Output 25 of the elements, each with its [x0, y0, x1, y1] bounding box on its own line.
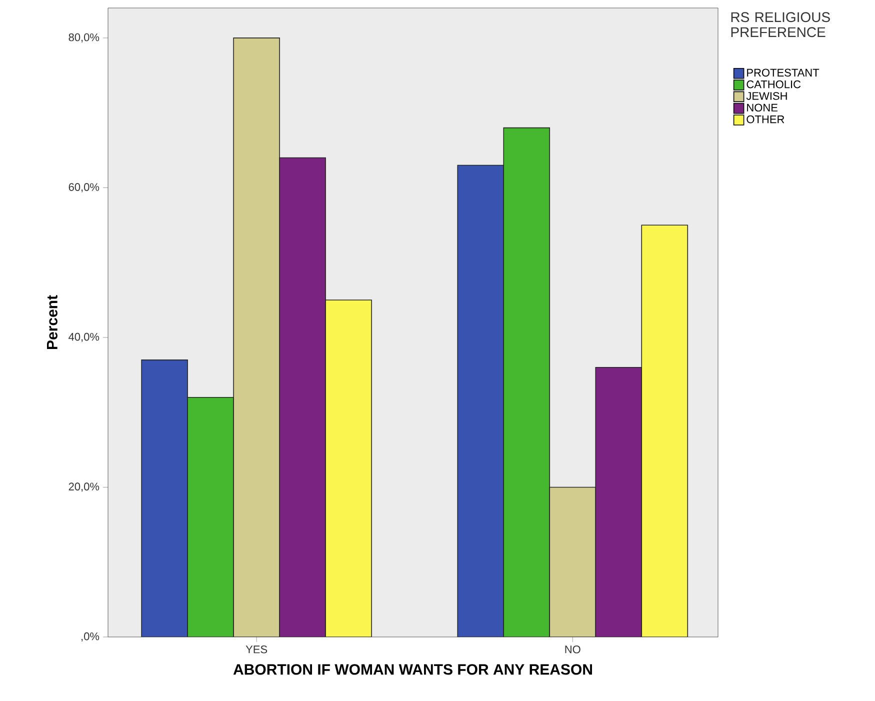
bar: [279, 157, 326, 637]
bar: [325, 300, 372, 637]
legend-label: NONE: [747, 104, 778, 112]
y-tick-label: ,0%: [82, 632, 100, 642]
legend-label: OTHER: [746, 115, 784, 124]
bar: [503, 127, 550, 637]
x-axis-title: ABORTION IF WOMAN WANTS FOR ANY REASON: [233, 664, 592, 675]
bar: [595, 367, 642, 637]
y-tick-label: 60,0%: [68, 183, 100, 192]
bar: [641, 224, 688, 637]
legend-label: CATHOLIC: [746, 80, 801, 88]
y-tick-label: 80,0%: [68, 33, 100, 42]
legend-label: PROTESTANT: [747, 68, 820, 77]
x-tick-label: YES: [246, 645, 268, 654]
legend-title: RS RELIGIOUS PREFERENCE: [731, 12, 830, 38]
legend-label: JEWISH: [746, 92, 787, 100]
y-tick-label: 20,0%: [68, 482, 100, 492]
y-tick-label: 40,0%: [68, 332, 100, 342]
bar: [233, 38, 280, 637]
bar: [457, 164, 504, 637]
bar: [187, 396, 234, 637]
bar: [549, 486, 596, 637]
y-axis-title: Percent: [47, 295, 58, 349]
x-tick-label: NO: [565, 645, 580, 654]
bar: [141, 360, 188, 637]
